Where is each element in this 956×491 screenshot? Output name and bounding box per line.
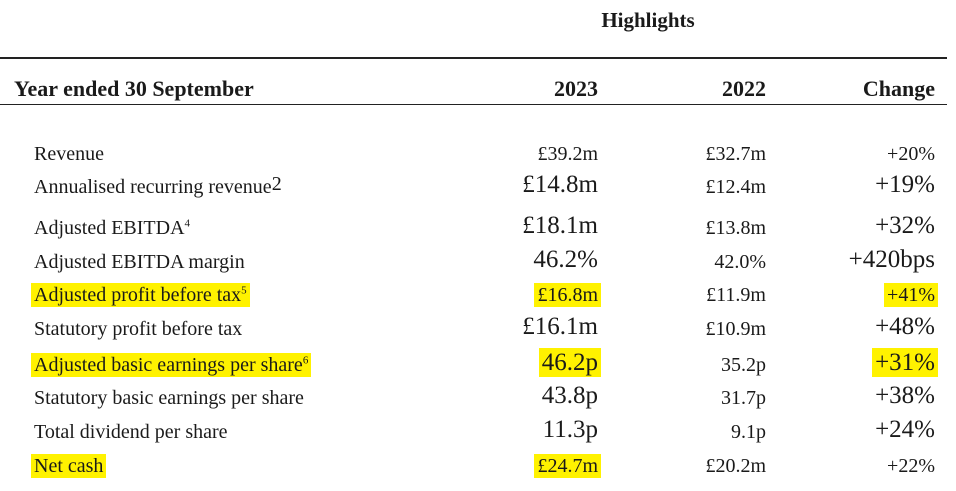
table-row-total-dividend: Total dividend per share 11.3p 9.1p +24% [0,412,956,445]
value-2022: £13.8m [705,217,766,239]
row-label: Adjusted EBITDA4 [34,217,191,239]
table-row-adjusted-ebitda: Adjusted EBITDA4 £18.1m £13.8m +32% [0,208,956,241]
header-year-label: Year ended 30 September [14,76,254,101]
footnote-ref: 4 [184,217,191,230]
footnote-ref: 2 [271,173,282,195]
header-change: Change [862,76,935,101]
value-2022: £32.7m [705,143,766,165]
value-2023: £24.7m [534,454,601,478]
row-label: Statutory basic earnings per share [34,387,304,409]
header-2022: 2022 [722,76,766,101]
table-row-revenue: Revenue £39.2m £32.7m +20% [0,134,956,167]
table-row-adjusted-pbt: Adjusted profit before tax5 £16.8m £11.9… [0,275,956,308]
value-2023: £16.8m [534,283,601,307]
value-2022: 9.1p [731,421,766,443]
top-rule [0,57,947,59]
value-2023: 46.2p [538,348,601,377]
value-2023: £14.8m [522,171,598,198]
row-label: Adjusted basic earnings per share6 [31,353,312,377]
table-row-statutory-eps: Statutory basic earnings per share 43.8p… [0,378,956,411]
value-2022: £10.9m [705,318,766,340]
value-change: +22% [887,455,935,477]
page-title: Highlights [601,8,695,32]
row-label: Total dividend per share [34,421,228,443]
value-change: +32% [875,212,935,239]
value-2022: £20.2m [705,455,766,477]
row-label: Net cash [31,454,107,478]
value-change: +41% [884,283,938,307]
highlight-mark: Net cash [31,454,107,478]
row-label: Adjusted profit before tax5 [31,283,250,307]
row-label: Statutory profit before tax [34,318,243,340]
value-2022: 42.0% [714,251,766,273]
value-2023: £18.1m [522,212,598,239]
table-row-adjusted-eps: Adjusted basic earnings per share6 46.2p… [0,345,956,378]
highlight-mark: Adjusted profit before tax5 [31,283,250,307]
value-change: +24% [875,416,935,443]
value-change: +20% [887,143,935,165]
value-change: +420bps [848,246,935,273]
row-label: Annualised recurring revenue2 [34,173,282,198]
value-2023: £39.2m [537,143,598,165]
table-row-ebitda-margin: Adjusted EBITDA margin 46.2% 42.0% +420b… [0,242,956,275]
table-row-arr: Annualised recurring revenue2 £14.8m £12… [0,167,956,200]
value-2022: 35.2p [721,354,766,376]
footnote-ref: 5 [241,284,247,297]
value-change: +38% [875,382,935,409]
footnote-ref: 6 [302,354,309,367]
value-change: +19% [875,171,935,198]
value-2022: 31.7p [721,387,766,409]
value-2023: 46.2% [533,246,598,273]
header-rule [0,104,947,105]
table-row-net-cash: Net cash £24.7m £20.2m +22% [0,446,956,479]
value-2023: £16.1m [522,313,598,340]
row-label: Revenue [34,143,104,165]
header-2023: 2023 [554,76,598,101]
value-2022: £12.4m [705,176,766,198]
value-change: +48% [875,313,935,340]
value-2023: 43.8p [541,382,598,409]
value-2022: £11.9m [706,284,766,306]
row-label: Adjusted EBITDA margin [34,251,245,273]
value-change: +31% [872,348,938,377]
table-row-statutory-pbt: Statutory profit before tax £16.1m £10.9… [0,309,956,342]
value-2023: 11.3p [542,416,598,443]
highlight-mark: Adjusted basic earnings per share6 [31,353,312,377]
